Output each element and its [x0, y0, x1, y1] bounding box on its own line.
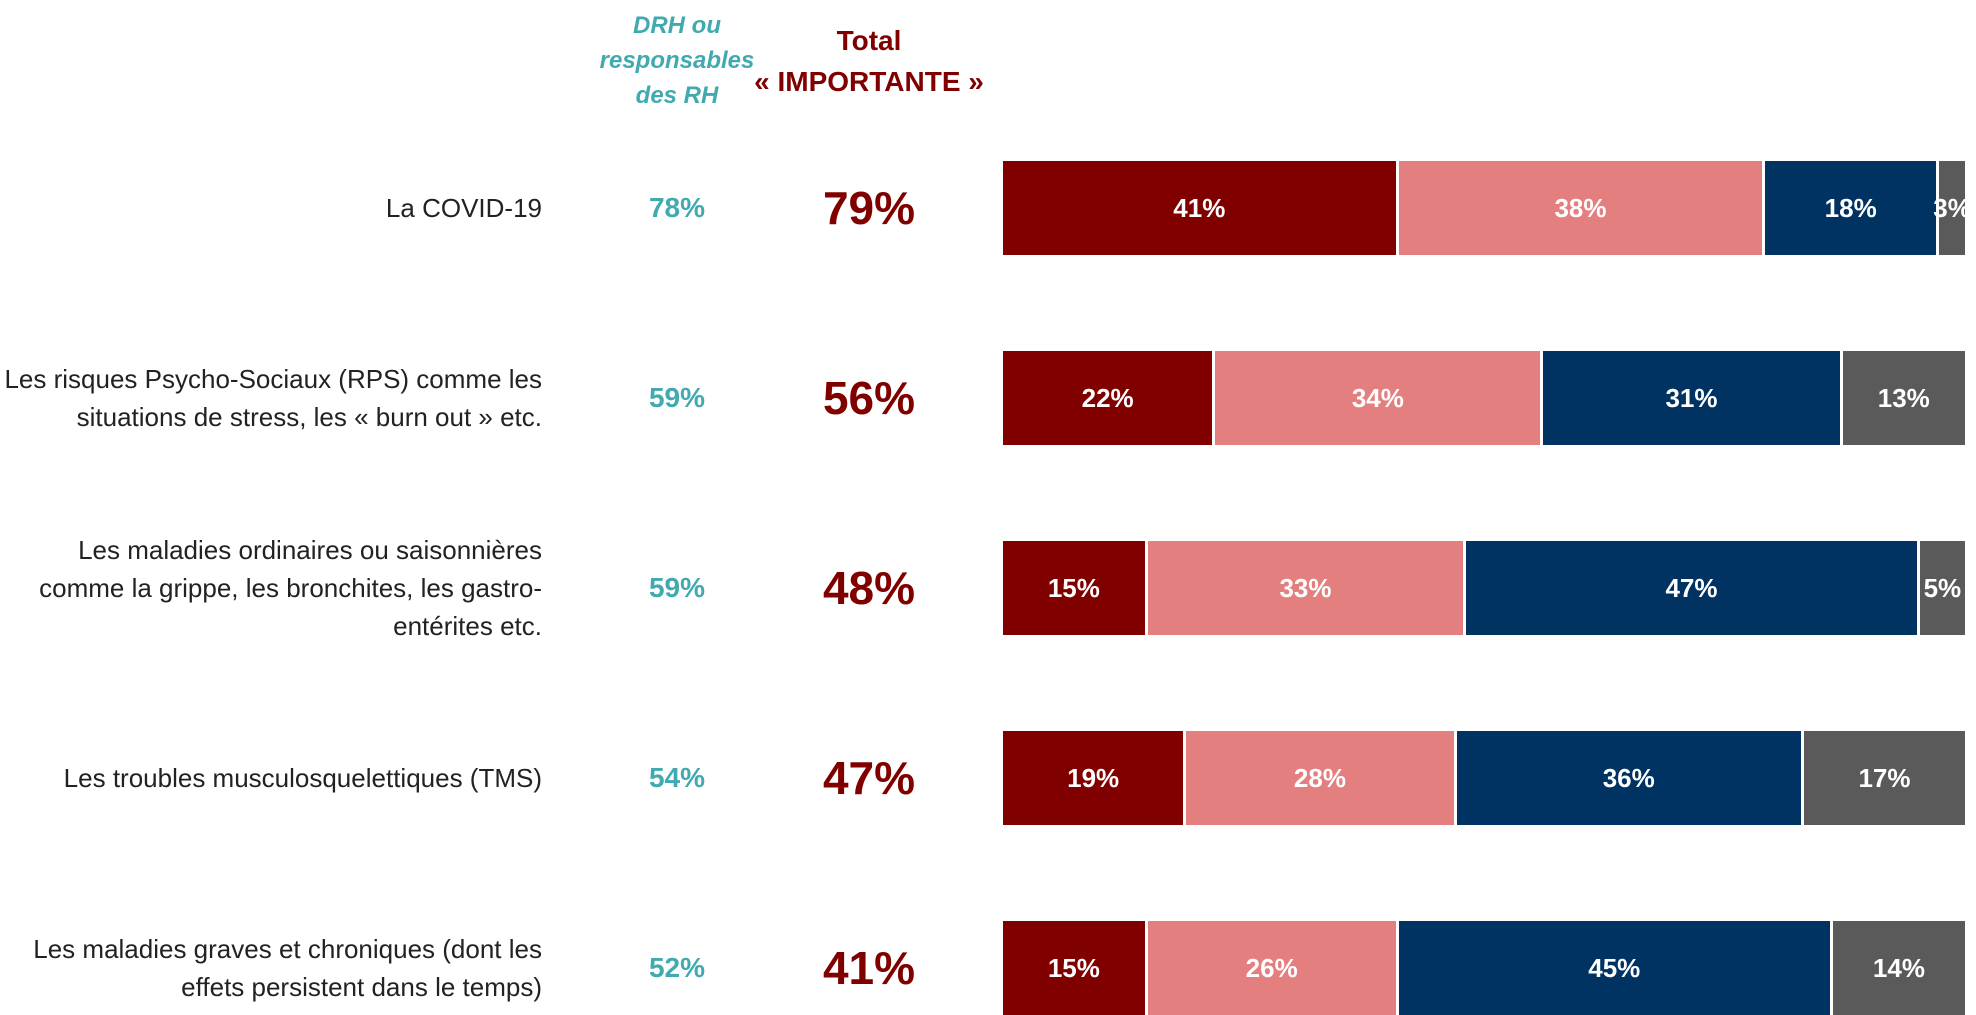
bar-segment: 28%: [1186, 731, 1457, 825]
segment-label: 45%: [1588, 952, 1641, 983]
column-header: DRH ou responsables des RH: [599, 12, 755, 109]
bar-segment: 47%: [1466, 541, 1920, 635]
column-value: 59%: [648, 572, 706, 603]
segment-label: 22%: [1081, 382, 1134, 413]
segment-label: 36%: [1602, 762, 1655, 793]
category-label: Les risques Psycho-Sociaux (RPS) comme l…: [4, 364, 542, 432]
bar-segment: 15%: [1003, 541, 1148, 635]
bar-segment: 17%: [1803, 731, 1968, 825]
segment-label: 14%: [1872, 952, 1925, 983]
segment-label: 15%: [1047, 952, 1100, 983]
column-value: 52%: [648, 952, 706, 983]
segment-label: 28%: [1293, 762, 1346, 793]
category-label: La COVID-19: [385, 193, 542, 223]
column-value: 48%: [822, 562, 916, 614]
segment-label: 18%: [1824, 192, 1877, 223]
segment-label: 26%: [1245, 952, 1298, 983]
column-header: Total « IMPORTANTE »: [754, 25, 984, 97]
segment-label: 17%: [1858, 762, 1911, 793]
segment-label: 33%: [1279, 572, 1332, 603]
segment-label: 41%: [1173, 192, 1226, 223]
bar-segment: 34%: [1215, 351, 1544, 445]
column-value: 47%: [822, 752, 916, 804]
bar-segment: 19%: [1003, 731, 1187, 825]
column-value: 41%: [822, 942, 916, 994]
column-value: 79%: [822, 182, 916, 234]
segment-label: 15%: [1047, 572, 1100, 603]
column-value: 56%: [822, 372, 916, 424]
bar-segment: 45%: [1398, 921, 1833, 1015]
segment-label: 38%: [1554, 192, 1607, 223]
bar-segment: 36%: [1456, 731, 1804, 825]
category-label: Les maladies graves et chroniques (dont …: [33, 934, 542, 1002]
column-value: 54%: [648, 762, 706, 793]
bar-segment: 3%: [1933, 161, 1971, 255]
bar-segment: 38%: [1398, 161, 1766, 255]
segment-label: 31%: [1665, 382, 1718, 413]
bar-segment: 5%: [1919, 541, 1968, 635]
bar-segment: 31%: [1543, 351, 1843, 445]
segment-label: 13%: [1877, 382, 1930, 413]
bar-segment: 18%: [1765, 161, 1940, 255]
bar-segment: 22%: [1003, 351, 1216, 445]
segment-label: 19%: [1067, 762, 1120, 793]
bar-segment: 33%: [1147, 541, 1467, 635]
bar-segment: 41%: [1003, 161, 1399, 255]
bar-segment: 26%: [1147, 921, 1399, 1015]
segment-label: 47%: [1665, 572, 1718, 603]
segment-label: 34%: [1351, 382, 1404, 413]
category-label: Les troubles musculosquelettiques (TMS): [63, 763, 542, 793]
bar-segment: 13%: [1842, 351, 1968, 445]
column-value: 78%: [648, 192, 706, 223]
segment-label: 5%: [1923, 572, 1962, 603]
bar-segment: 14%: [1832, 921, 1968, 1015]
column-value: 59%: [648, 382, 706, 413]
segment-label: 3%: [1933, 192, 1971, 223]
bar-segment: 15%: [1003, 921, 1148, 1015]
category-label: Les maladies ordinaires ou saisonnières …: [39, 535, 542, 641]
